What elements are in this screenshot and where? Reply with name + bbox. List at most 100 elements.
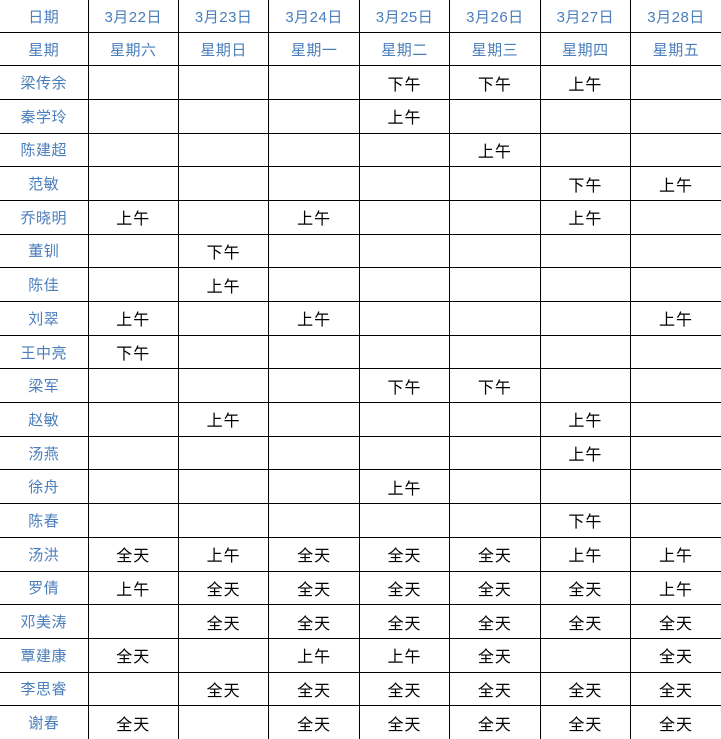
shift-cell[interactable]	[358, 435, 451, 471]
shift-cell[interactable]: 全天	[87, 637, 179, 673]
shift-cell[interactable]: 上午	[268, 199, 360, 235]
shift-cell[interactable]: 全天	[358, 570, 451, 606]
shift-cell[interactable]	[87, 368, 179, 404]
shift-cell[interactable]: 上午	[539, 435, 632, 471]
shift-cell[interactable]: 全天	[449, 570, 541, 606]
shift-cell[interactable]: 上午	[539, 536, 632, 572]
shift-cell[interactable]: 上午	[268, 637, 360, 673]
shift-cell[interactable]: 上午	[539, 402, 632, 437]
shift-cell[interactable]	[268, 503, 360, 538]
shift-cell[interactable]	[630, 233, 721, 269]
shift-cell[interactable]	[177, 166, 270, 201]
shift-cell[interactable]	[630, 503, 721, 538]
shift-cell[interactable]: 下午	[449, 65, 541, 100]
shift-cell[interactable]: 上午	[539, 65, 632, 100]
shift-cell[interactable]: 全天	[539, 570, 632, 606]
shift-cell[interactable]	[358, 503, 451, 538]
shift-cell[interactable]	[268, 267, 360, 302]
shift-cell[interactable]	[539, 334, 632, 370]
shift-cell[interactable]	[177, 469, 270, 505]
shift-cell[interactable]	[358, 402, 451, 437]
shift-cell[interactable]	[630, 435, 721, 471]
shift-cell[interactable]	[268, 65, 360, 100]
shift-cell[interactable]	[539, 132, 632, 168]
shift-cell[interactable]	[177, 65, 270, 100]
shift-cell[interactable]	[539, 301, 632, 336]
shift-cell[interactable]: 下午	[539, 503, 632, 538]
shift-cell[interactable]	[268, 166, 360, 201]
shift-cell[interactable]	[177, 199, 270, 235]
shift-cell[interactable]: 上午	[177, 267, 270, 302]
shift-cell[interactable]: 上午	[630, 301, 721, 336]
shift-cell[interactable]	[358, 334, 451, 370]
shift-cell[interactable]	[539, 637, 632, 673]
shift-cell[interactable]	[539, 98, 632, 134]
shift-cell[interactable]	[87, 671, 179, 707]
shift-cell[interactable]: 上午	[358, 469, 451, 505]
shift-cell[interactable]	[87, 166, 179, 201]
shift-cell[interactable]	[177, 301, 270, 336]
shift-cell[interactable]: 上午	[87, 301, 179, 336]
shift-cell[interactable]: 全天	[630, 671, 721, 707]
shift-cell[interactable]: 上午	[358, 637, 451, 673]
shift-cell[interactable]	[358, 199, 451, 235]
shift-cell[interactable]: 上午	[177, 536, 270, 572]
shift-cell[interactable]: 上午	[358, 98, 451, 134]
shift-cell[interactable]: 全天	[449, 671, 541, 707]
shift-cell[interactable]	[449, 199, 541, 235]
shift-cell[interactable]	[177, 368, 270, 404]
shift-cell[interactable]: 全天	[449, 604, 541, 639]
shift-cell[interactable]: 上午	[177, 402, 270, 437]
shift-cell[interactable]: 全天	[539, 671, 632, 707]
shift-cell[interactable]	[358, 233, 451, 269]
shift-cell[interactable]	[268, 368, 360, 404]
shift-cell[interactable]: 下午	[539, 166, 632, 201]
shift-cell[interactable]	[177, 334, 270, 370]
shift-cell[interactable]: 全天	[358, 705, 451, 739]
shift-cell[interactable]	[630, 98, 721, 134]
shift-cell[interactable]	[87, 98, 179, 134]
shift-cell[interactable]: 全天	[630, 637, 721, 673]
shift-cell[interactable]	[87, 65, 179, 100]
shift-cell[interactable]: 全天	[268, 604, 360, 639]
shift-cell[interactable]	[177, 637, 270, 673]
shift-cell[interactable]	[358, 301, 451, 336]
shift-cell[interactable]: 全天	[177, 604, 270, 639]
shift-cell[interactable]	[268, 469, 360, 505]
shift-cell[interactable]	[449, 166, 541, 201]
shift-cell[interactable]: 全天	[177, 570, 270, 606]
shift-cell[interactable]	[358, 267, 451, 302]
shift-cell[interactable]	[539, 267, 632, 302]
shift-cell[interactable]: 全天	[449, 637, 541, 673]
shift-cell[interactable]: 全天	[358, 604, 451, 639]
shift-cell[interactable]	[449, 402, 541, 437]
shift-cell[interactable]: 全天	[268, 705, 360, 739]
shift-cell[interactable]	[630, 132, 721, 168]
shift-cell[interactable]	[449, 233, 541, 269]
shift-cell[interactable]	[87, 604, 179, 639]
shift-cell[interactable]	[539, 233, 632, 269]
shift-cell[interactable]	[177, 98, 270, 134]
shift-cell[interactable]: 全天	[630, 604, 721, 639]
shift-cell[interactable]	[87, 132, 179, 168]
shift-cell[interactable]: 全天	[268, 671, 360, 707]
shift-cell[interactable]: 全天	[539, 604, 632, 639]
shift-cell[interactable]	[630, 267, 721, 302]
shift-cell[interactable]	[539, 469, 632, 505]
shift-cell[interactable]: 上午	[87, 570, 179, 606]
shift-cell[interactable]: 下午	[358, 65, 451, 100]
shift-cell[interactable]	[358, 132, 451, 168]
shift-cell[interactable]: 全天	[449, 705, 541, 739]
shift-cell[interactable]	[358, 166, 451, 201]
shift-cell[interactable]	[177, 435, 270, 471]
shift-cell[interactable]: 上午	[630, 570, 721, 606]
shift-cell[interactable]	[449, 503, 541, 538]
shift-cell[interactable]	[630, 334, 721, 370]
shift-cell[interactable]: 全天	[177, 671, 270, 707]
shift-cell[interactable]	[449, 267, 541, 302]
shift-cell[interactable]: 全天	[358, 671, 451, 707]
shift-cell[interactable]: 下午	[177, 233, 270, 269]
shift-cell[interactable]	[268, 402, 360, 437]
shift-cell[interactable]	[87, 402, 179, 437]
shift-cell[interactable]: 上午	[630, 536, 721, 572]
